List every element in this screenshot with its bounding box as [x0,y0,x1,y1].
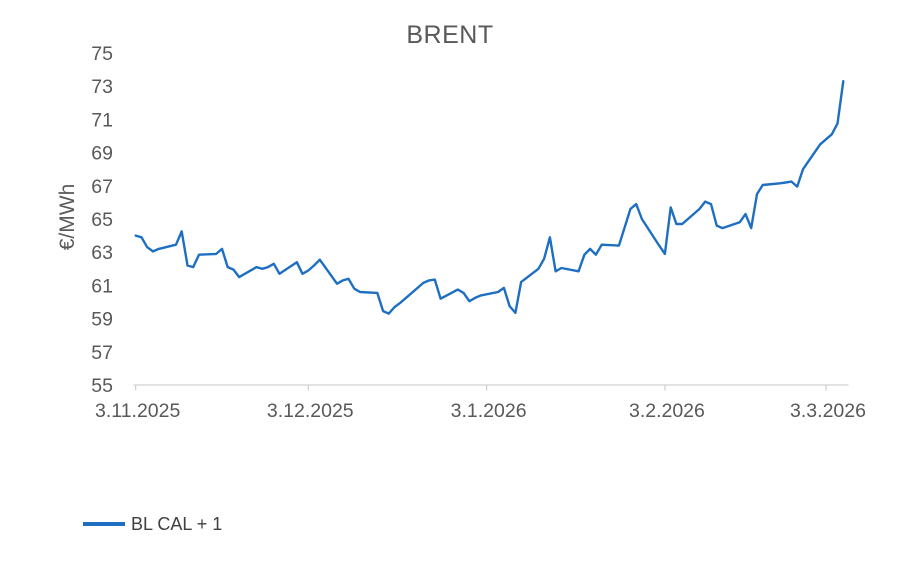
y-tick-label: 61 [91,275,113,297]
series-line-bl-cal-1 [134,79,845,315]
y-tick-label: 57 [91,342,113,364]
y-tick-label: 73 [91,76,113,98]
y-tick-label: 75 [91,43,113,65]
x-tick-label: 3.3.2026 [790,400,866,422]
y-tick-label: 71 [91,109,113,131]
y-tick-label: 63 [91,242,113,264]
y-tick-label: 65 [91,209,113,231]
y-tick-label: 67 [91,176,113,198]
x-tick-label: 3.12.2025 [267,400,354,422]
y-tick-label: 55 [91,375,113,397]
legend-line-swatch [83,522,125,526]
legend-series-label: BL CAL + 1 [131,513,223,534]
x-tick-label: 3.2.2026 [629,400,705,422]
chart-title: BRENT [406,21,494,49]
x-tick-label: 3.1.2026 [451,400,527,422]
y-tick-label: 69 [91,143,113,165]
legend: BL CAL + 1 [83,514,222,534]
y-tick-label: 59 [91,309,113,331]
x-tick-label: 3.11.2025 [95,400,180,422]
